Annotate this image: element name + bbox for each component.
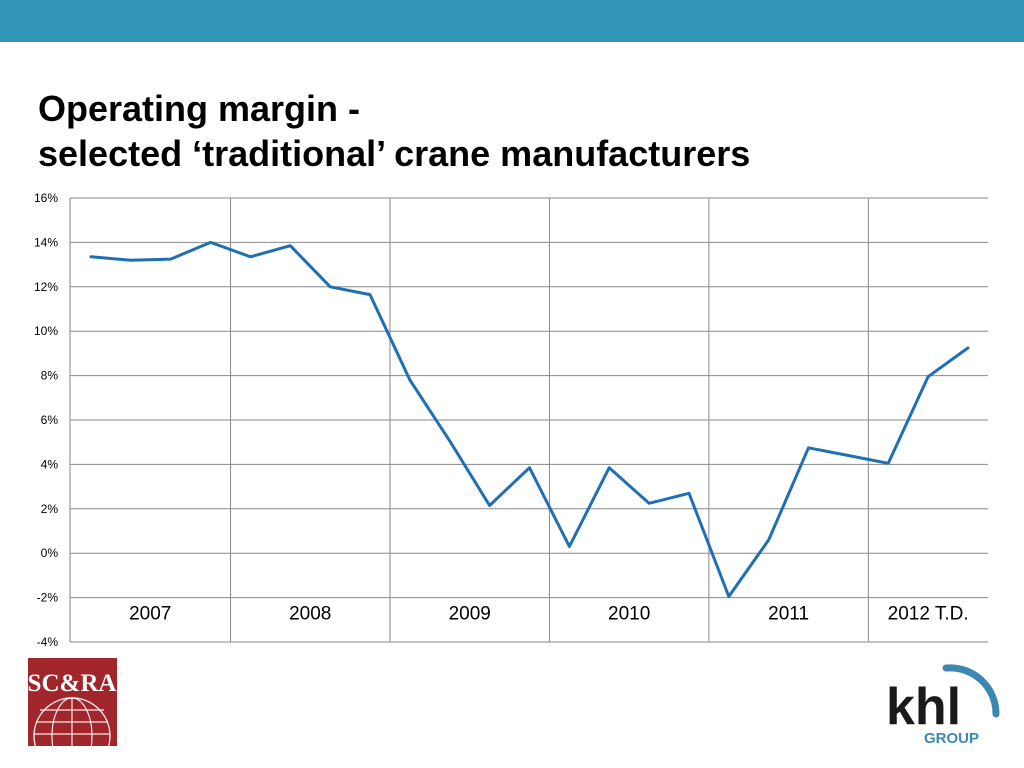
slide-title: Operating margin - selected ‘traditional… bbox=[38, 86, 998, 176]
y-tick-label: 2% bbox=[41, 502, 59, 516]
series-line bbox=[89, 240, 970, 598]
year-label: 2008 bbox=[289, 604, 331, 625]
header-bar bbox=[0, 0, 1024, 42]
chart-year-labels: 2007 2008 2009 2010 2011 2012 T.D. bbox=[129, 604, 969, 625]
year-label: 2010 bbox=[608, 604, 650, 625]
title-line-2: selected ‘traditional’ crane manufacture… bbox=[38, 133, 751, 174]
year-label: 2007 bbox=[129, 604, 171, 625]
y-tick-label: 14% bbox=[34, 235, 58, 249]
y-tick-label: 16% bbox=[34, 191, 58, 205]
title-line-1: Operating margin - bbox=[38, 88, 361, 129]
year-label: 2012 T.D. bbox=[888, 604, 969, 625]
khl-logo-text: khl bbox=[886, 678, 961, 736]
y-tick-label: 4% bbox=[41, 457, 59, 471]
year-label: 2009 bbox=[449, 604, 491, 625]
chart-gridlines bbox=[69, 197, 988, 643]
y-tick-label: -2% bbox=[37, 591, 59, 605]
y-tick-label: 8% bbox=[41, 369, 59, 383]
khl-logo-subtext: GROUP bbox=[924, 730, 979, 746]
scra-logo-text: SC&RA bbox=[28, 670, 116, 697]
khl-group-logo: khl GROUP bbox=[886, 664, 1000, 746]
year-label: 2011 bbox=[768, 604, 809, 625]
y-tick-label: 12% bbox=[34, 280, 58, 294]
y-tick-label: 6% bbox=[41, 413, 59, 427]
chart-y-tick-labels: 16% 14% 12% 10% 8% 6% 4% 2% 0% -2% -4% bbox=[34, 191, 58, 649]
operating-margin-chart: 16%14%12%10%8%6%4%2%0%-2%-4% 2007 2008 200… bbox=[34, 191, 988, 649]
y-tick-label: -4% bbox=[37, 635, 59, 649]
y-tick-label: 0% bbox=[41, 546, 59, 560]
y-tick-label: 10% bbox=[34, 324, 58, 338]
scra-logo: SC&RA bbox=[28, 658, 117, 746]
